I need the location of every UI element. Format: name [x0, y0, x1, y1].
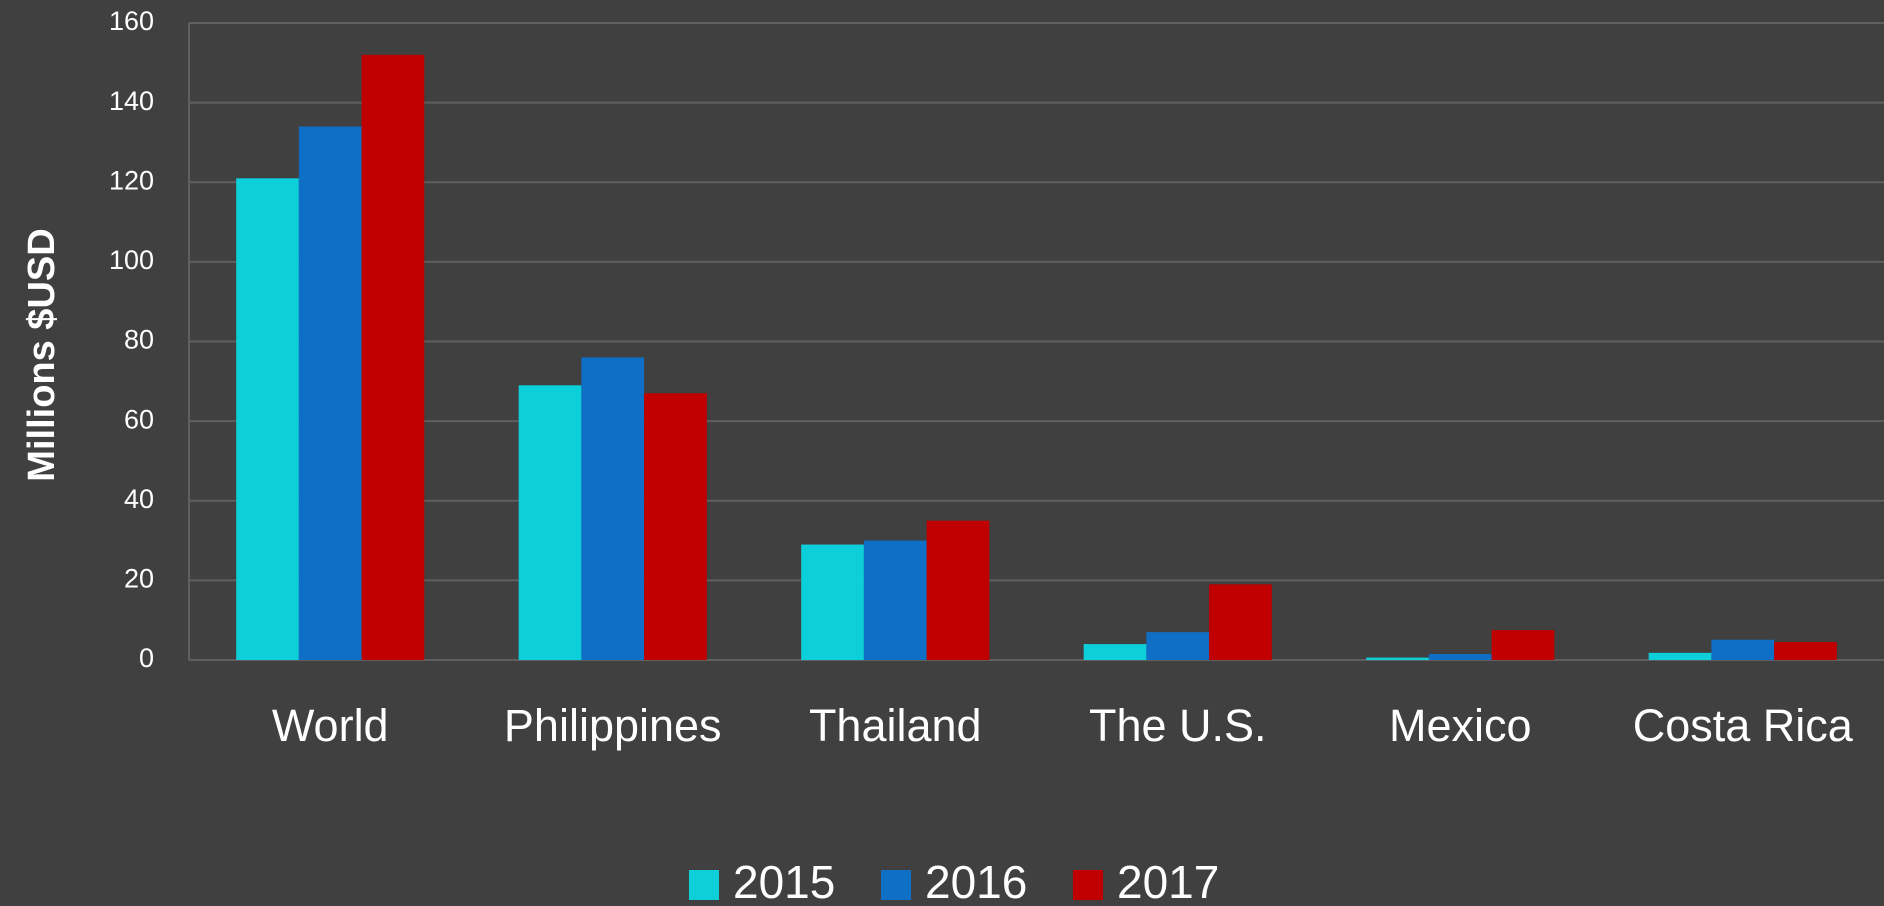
bar	[801, 544, 864, 660]
x-tick-label: The U.S.	[1089, 700, 1267, 751]
bar	[1366, 657, 1429, 660]
bar	[863, 540, 927, 660]
bar	[236, 178, 299, 661]
bar	[1209, 584, 1272, 660]
y-tick-label: 120	[109, 165, 154, 195]
y-tick-label: 80	[124, 325, 154, 355]
bar	[1774, 642, 1837, 660]
x-tick-label: Mexico	[1389, 700, 1532, 751]
y-tick-label: 100	[109, 245, 154, 275]
legend-label: 2017	[1117, 856, 1219, 906]
legend-swatch	[881, 870, 911, 900]
x-tick-label: World	[272, 700, 389, 751]
bar	[1428, 654, 1492, 660]
x-tick-label: Thailand	[809, 700, 982, 751]
bar	[1146, 632, 1210, 660]
bar	[298, 126, 362, 660]
bar	[518, 385, 582, 660]
bar	[926, 520, 990, 660]
x-tick-label: Costa Rica	[1633, 700, 1854, 751]
legend-swatch	[1073, 870, 1103, 900]
legend-label: 2016	[925, 856, 1027, 906]
bar	[1648, 652, 1712, 660]
y-tick-label: 40	[124, 484, 154, 514]
legend-label: 2015	[733, 856, 835, 906]
bar	[361, 54, 425, 661]
y-tick-label: 20	[124, 564, 154, 594]
bar	[581, 357, 645, 660]
bar	[1711, 639, 1775, 660]
y-tick-label: 60	[124, 404, 154, 434]
y-tick-label: 160	[109, 6, 154, 36]
y-tick-label: 140	[109, 86, 154, 116]
y-axis-label: Millions $USD	[21, 228, 63, 481]
bar	[644, 393, 707, 660]
legend-swatch	[689, 870, 719, 900]
x-tick-label: Philippines	[504, 700, 722, 751]
bar	[1491, 630, 1555, 660]
bar	[1083, 644, 1147, 660]
y-tick-label: 0	[139, 643, 154, 673]
